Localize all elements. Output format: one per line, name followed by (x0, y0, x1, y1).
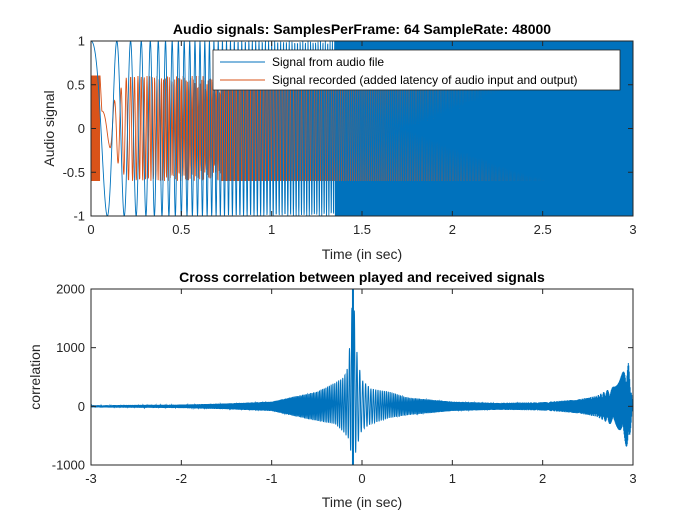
plot-title: Cross correlation between played and rec… (179, 269, 545, 285)
x-tick-label: 3 (629, 471, 636, 486)
x-tick-label: 2 (449, 222, 456, 237)
y-axis-label: correlation (27, 344, 43, 409)
y-tick-label: -1000 (52, 458, 85, 473)
series-correlation-line (91, 307, 633, 465)
y-axis-label: Audio signal (41, 90, 57, 166)
y-tick-label: 1000 (56, 340, 85, 355)
plot-title: Audio signals: SamplesPerFrame: 64 Sampl… (173, 21, 551, 37)
y-tick-label: 2000 (56, 282, 85, 297)
y-tick-label: 0 (78, 121, 85, 136)
y-tick-label: 0.5 (67, 77, 85, 92)
legend-entry-series-1: Signal from audio file (272, 55, 384, 69)
legend-entry-series-2: Signal recorded (added latency of audio … (272, 73, 578, 87)
series-audio-file-lower-band (334, 181, 633, 216)
x-tick-label: -1 (266, 471, 278, 486)
x-tick-label: 2 (539, 471, 546, 486)
y-tick-label: -1 (73, 209, 85, 224)
data-layer (91, 289, 633, 465)
x-tick-label: 1 (268, 222, 275, 237)
legend-box (212, 49, 621, 91)
x-tick-label: 0.5 (172, 222, 190, 237)
tick-layer: 0 0.5 1 1.5 2 2.5 3 -1 -0.5 0 0.5 1 (63, 34, 637, 238)
tick-layer: -3 -2 -1 0 1 2 3 -1000 0 1000 2000 (52, 282, 637, 487)
y-tick-label: -0.5 (63, 165, 85, 180)
x-tick-label: -3 (85, 471, 97, 486)
x-tick-label: 1 (449, 471, 456, 486)
x-tick-label: -2 (176, 471, 188, 486)
y-tick-label: 0 (78, 399, 85, 414)
subplot-audio-signals: Audio signals: SamplesPerFrame: 64 Sampl… (41, 21, 637, 262)
legend[interactable]: Signal from audio file Signal recorded (… (212, 49, 621, 91)
plot-area (91, 289, 633, 465)
x-tick-label: 0 (358, 471, 365, 486)
x-tick-label: 2.5 (534, 222, 552, 237)
x-axis-label: Time (in sec) (322, 246, 402, 262)
x-tick-label: 1.5 (353, 222, 371, 237)
x-tick-label: 3 (629, 222, 636, 237)
x-axis-label: Time (in sec) (322, 494, 402, 510)
x-tick-label: 0 (87, 222, 94, 237)
y-tick-label: 1 (78, 34, 85, 49)
subplot-cross-correlation: Cross correlation between played and rec… (27, 269, 637, 510)
